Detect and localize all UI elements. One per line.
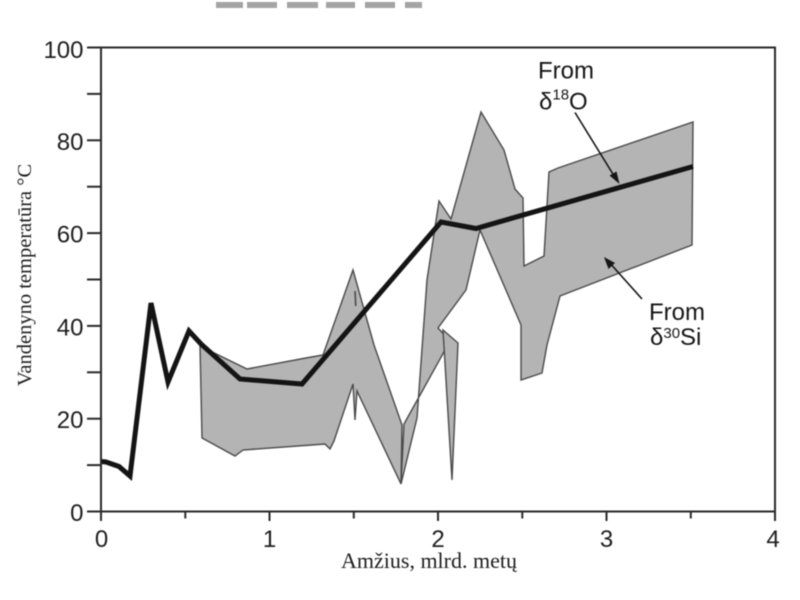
svg-text:4: 4 [766, 526, 779, 553]
svg-text:2: 2 [431, 526, 444, 553]
svg-text:Amžius, mlrd. metų: Amžius, mlrd. metų [341, 548, 518, 573]
svg-text:0: 0 [70, 500, 83, 527]
svg-text:0: 0 [95, 526, 108, 553]
svg-text:δ18O: δ18O [539, 87, 588, 116]
svg-text:1: 1 [263, 526, 276, 553]
svg-text:100: 100 [43, 37, 83, 64]
svg-text:From: From [649, 299, 705, 326]
svg-text:δ30Si: δ30Si [650, 324, 701, 351]
svg-text:80: 80 [57, 129, 84, 156]
svg-text:60: 60 [57, 222, 84, 249]
svg-text:From: From [538, 58, 594, 85]
svg-text:3: 3 [600, 526, 613, 553]
svg-text:Vandenyno temperatūra °C: Vandenyno temperatūra °C [14, 164, 36, 386]
svg-text:40: 40 [57, 314, 84, 341]
svg-text:20: 20 [57, 407, 84, 434]
